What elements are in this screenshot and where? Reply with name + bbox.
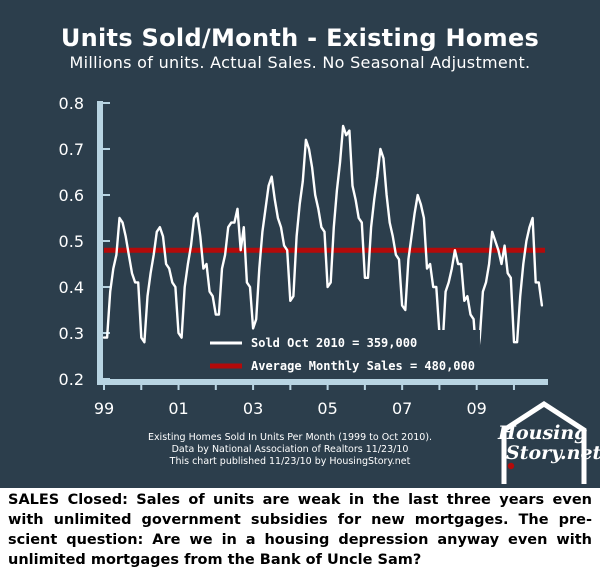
legend-label-average: Average Monthly Sales = 480,000 <box>251 359 475 373</box>
chart-caption: Existing Homes Sold In Units Per Month (… <box>110 432 470 468</box>
line-chart: 0.2 0.3 0.4 0.5 0.6 0.7 0.8 99 01 03 05 07 09 Sold … <box>59 94 548 418</box>
x-axis: 99 01 03 05 07 09 <box>94 379 548 418</box>
y-axis: 0.2 0.3 0.4 0.5 0.6 0.7 0.8 <box>59 94 110 389</box>
x-tick-label: 07 <box>392 399 412 418</box>
legend-label-sales: Sold Oct 2010 = 359,000 <box>251 336 417 350</box>
caption-line: This chart published 11/23/10 by Housing… <box>169 456 411 467</box>
housingstory-logo: Housing Story.net <box>492 400 600 486</box>
y-tick-label: 0.4 <box>59 278 84 297</box>
x-tick-label: 03 <box>243 399 263 418</box>
x-tick-label: 05 <box>317 399 337 418</box>
chart-title: Units Sold/Month - Existing Homes <box>60 24 540 52</box>
caption-line: Data by National Association of Realtors… <box>171 444 409 455</box>
x-tick-label: 09 <box>467 399 487 418</box>
chart-panel: Units Sold/Month - Existing Homes Millio… <box>0 0 600 488</box>
chart-subtitle: Millions of units. Actual Sales. No Seas… <box>69 53 531 72</box>
y-tick-label: 0.2 <box>59 370 84 389</box>
y-tick-label: 0.5 <box>59 232 84 251</box>
y-tick-label: 0.8 <box>59 94 84 113</box>
logo-text-line2: Story.net <box>506 442 600 464</box>
commentary-text: SALES Closed: Sales of units are weak in… <box>8 492 592 568</box>
house-outline-icon <box>501 401 587 484</box>
legend-background <box>206 330 480 374</box>
legend: Sold Oct 2010 = 359,000 Average Monthly S… <box>206 330 480 374</box>
y-tick-label: 0.3 <box>59 324 84 343</box>
y-tick-label: 0.6 <box>59 186 84 205</box>
monthly-sales-line <box>102 124 544 362</box>
logo-text-line1: Housing <box>498 422 588 444</box>
y-tick-label: 0.7 <box>59 140 84 159</box>
caption-line: Existing Homes Sold In Units Per Month (… <box>147 432 433 443</box>
x-tick-label: 99 <box>94 399 114 418</box>
series-group <box>102 124 545 362</box>
x-tick-label: 01 <box>168 399 188 418</box>
